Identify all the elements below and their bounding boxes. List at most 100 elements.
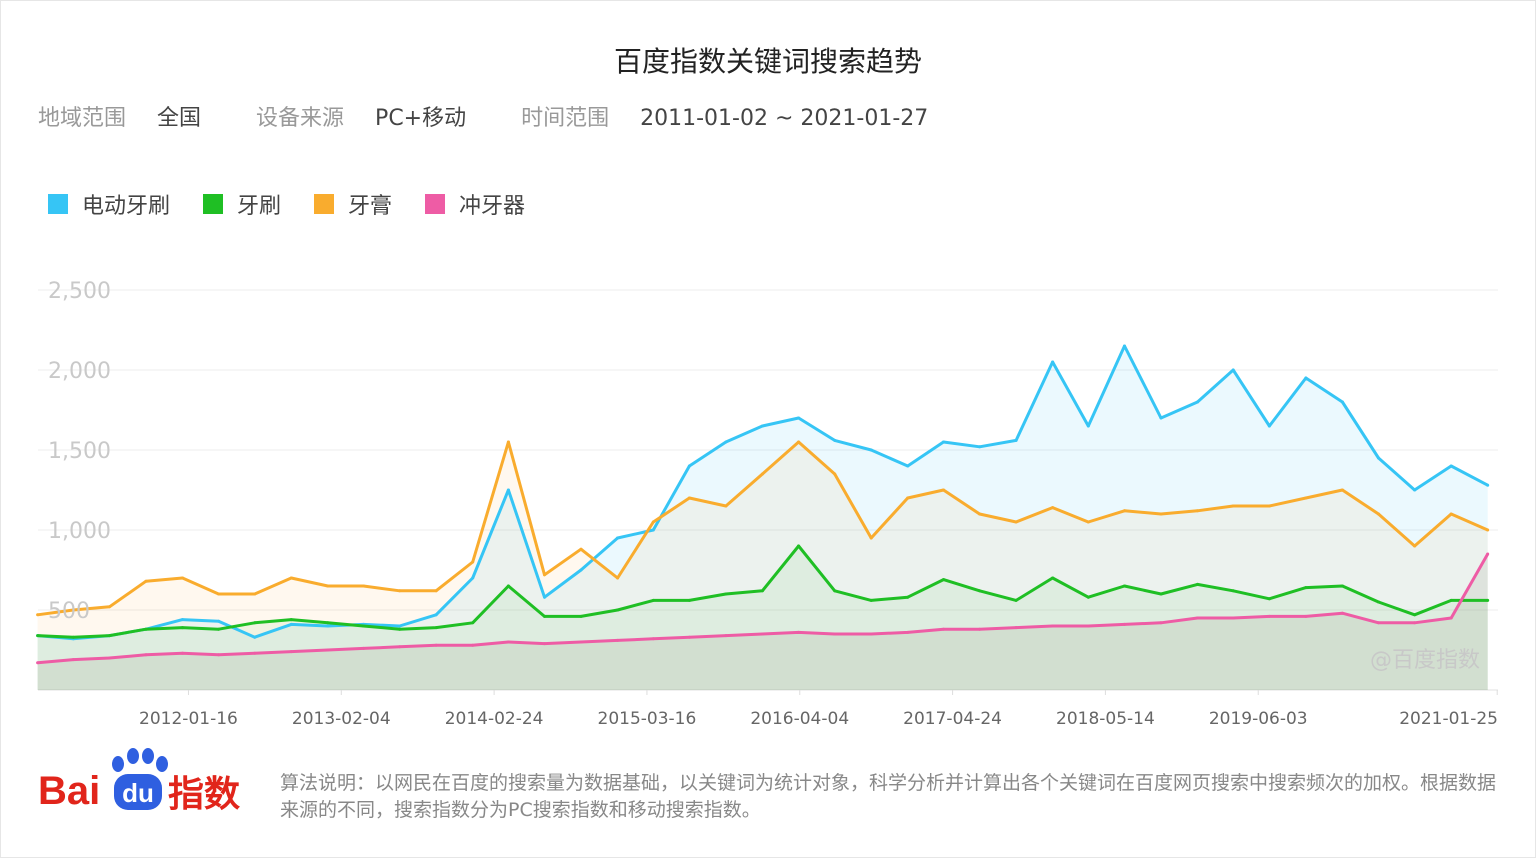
data-point: [1231, 616, 1235, 620]
data-point: [941, 627, 945, 631]
x-tick-label: 2018-05-14: [1056, 709, 1155, 729]
data-point: [760, 589, 764, 593]
data-point: [1014, 626, 1018, 630]
data-point: [616, 608, 620, 612]
data-point: [253, 592, 257, 596]
data-point: [1159, 592, 1163, 596]
data-point: [1086, 595, 1090, 599]
data-point: [1014, 520, 1018, 524]
data-point: [1340, 400, 1344, 404]
legend-item-water-flosser[interactable]: 冲牙器: [425, 188, 525, 220]
legend-item-toothpaste[interactable]: 牙膏: [314, 188, 392, 220]
data-point: [833, 472, 837, 476]
data-point: [326, 621, 330, 625]
data-point: [217, 619, 221, 623]
data-point: [71, 658, 75, 662]
data-point: [253, 621, 257, 625]
data-point: [1122, 509, 1126, 513]
series-area-0: [37, 346, 1488, 690]
data-point: [616, 638, 620, 642]
data-point: [616, 576, 620, 580]
data-point: [579, 640, 583, 644]
data-point: [362, 584, 366, 588]
data-point: [362, 624, 366, 628]
data-point: [471, 643, 475, 647]
legend-item-toothbrush[interactable]: 牙刷: [203, 188, 281, 220]
data-point: [180, 651, 184, 655]
data-point: [434, 626, 438, 630]
data-point: [1196, 582, 1200, 586]
data-point: [579, 547, 583, 551]
legend-label: 电动牙刷: [82, 194, 171, 219]
data-point: [651, 598, 655, 602]
data-point: [1340, 488, 1344, 492]
data-point: [1159, 621, 1163, 625]
data-point: [906, 630, 910, 634]
data-point: [1413, 544, 1417, 548]
data-point: [1122, 622, 1126, 626]
data-point: [797, 544, 801, 548]
x-tick-label: 2014-02-24: [445, 709, 544, 729]
data-point: [107, 605, 111, 609]
data-point: [326, 648, 330, 652]
baidu-index-logo: Bai du 指数: [38, 748, 240, 815]
logo-du: du: [122, 778, 154, 808]
legend-label: 牙刷: [237, 194, 282, 219]
data-point: [1231, 589, 1235, 593]
data-point: [1304, 614, 1308, 618]
data-point: [1486, 552, 1490, 556]
data-point: [869, 448, 873, 452]
data-point: [107, 656, 111, 660]
data-point: [36, 661, 40, 665]
data-point: [506, 584, 510, 588]
data-point: [724, 592, 728, 596]
data-point: [1413, 613, 1417, 617]
data-point: [1267, 614, 1271, 618]
data-point: [1304, 376, 1308, 380]
data-point: [1267, 424, 1271, 428]
data-point: [833, 632, 837, 636]
data-point: [289, 650, 293, 654]
data-point: [434, 589, 438, 593]
data-point: [180, 576, 184, 580]
chart-grid: [38, 289, 1498, 691]
data-point: [760, 424, 764, 428]
device-label: 设备来源: [256, 106, 345, 131]
data-point: [978, 589, 982, 593]
data-point: [1449, 616, 1453, 620]
data-point: [1413, 621, 1417, 625]
data-point: [797, 630, 801, 634]
data-point: [760, 472, 764, 476]
data-point: [1086, 624, 1090, 628]
legend-item-electric-toothbrush[interactable]: 电动牙刷: [48, 188, 170, 220]
data-point: [616, 536, 620, 540]
data-point: [833, 589, 837, 593]
data-point: [869, 632, 873, 636]
time-value: 2011-01-02 ~ 2021-01-27: [640, 106, 929, 131]
region-label: 地域范围: [38, 106, 127, 131]
legend-label: 冲牙器: [459, 194, 526, 219]
data-point: [1051, 360, 1055, 364]
data-point: [398, 627, 402, 631]
data-point: [1014, 438, 1018, 442]
data-point: [941, 488, 945, 492]
data-point: [471, 576, 475, 580]
data-point: [1377, 600, 1381, 604]
legend-swatch: [314, 194, 335, 214]
data-point: [144, 653, 148, 657]
data-point: [1377, 621, 1381, 625]
data-point: [253, 635, 257, 639]
data-point: [797, 416, 801, 420]
watermark: @百度指数: [1370, 648, 1480, 673]
data-point: [579, 614, 583, 618]
logo-bai: Bai: [38, 769, 100, 813]
data-point: [1196, 509, 1200, 513]
data-point: [1051, 576, 1055, 580]
data-point: [687, 598, 691, 602]
data-point: [941, 440, 945, 444]
y-tick-label: 2,500: [48, 279, 111, 304]
data-point: [978, 512, 982, 516]
data-point: [1086, 520, 1090, 524]
x-tick-label: 2015-03-16: [598, 709, 697, 729]
